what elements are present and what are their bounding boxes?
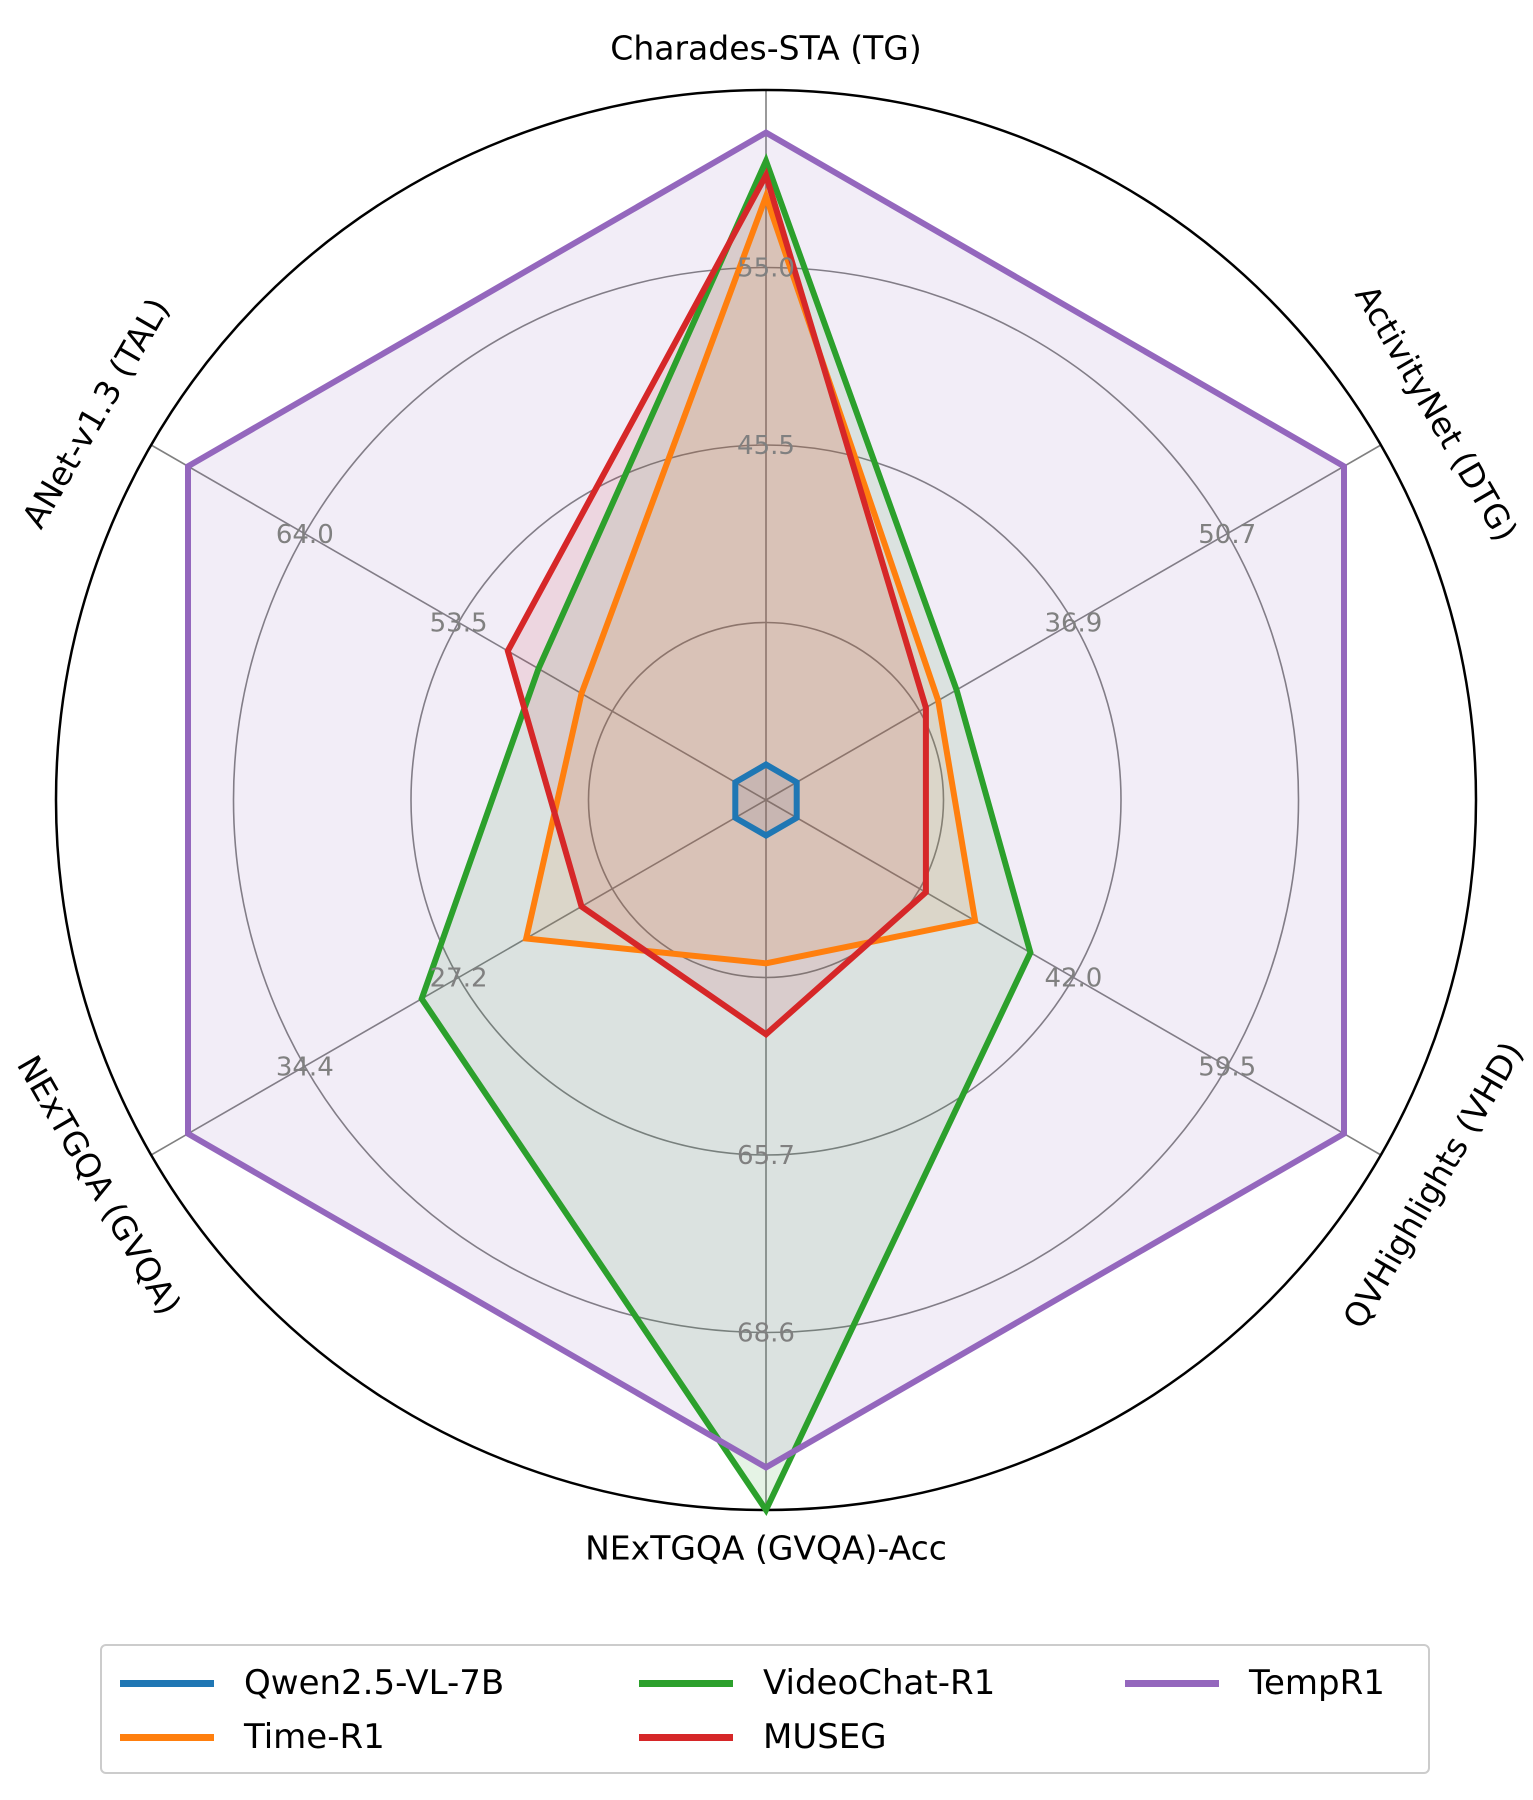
- legend-label-museg: MUSEG: [763, 1717, 887, 1757]
- series-line-videochat-r1: [418, 152, 1034, 1517]
- tick-label-qvhighlights-vhd-2: 59.5: [1198, 1052, 1256, 1082]
- legend-swatch-qwen: [120, 1679, 214, 1687]
- series-line-museg: [504, 167, 929, 1039]
- series-fill-qwen2-5-vl-7b: [735, 764, 797, 836]
- legend-swatch-time-r1: [120, 1733, 214, 1741]
- series-line-tempr1: [185, 129, 1347, 1471]
- legend-item-videochat-r1: VideoChat-R1: [639, 1658, 995, 1708]
- legend-item-tempr1: TempR1: [1125, 1658, 1385, 1708]
- tick-label-layer: 45.5 55.0 36.9 50.7 42.0 59.5 65.7 68.6 27.2 34.4…: [276, 254, 1256, 1349]
- legend-swatch-videochat-r1: [639, 1679, 733, 1687]
- spoke-activitynet-dtg: [765, 444, 1382, 801]
- tick-label-nextgqa-gvqa-2: 34.4: [276, 1052, 334, 1082]
- tick-label-anet-v1-3-tal-2: 64.0: [276, 520, 334, 550]
- axis-label-anet-v1-3-tal: ANet-v1.3 (TAL): [14, 291, 177, 534]
- axis-label-charades-sta-tg: Charades-STA (TG): [610, 29, 921, 68]
- tick-label-qvhighlights-vhd-1: 42.0: [1044, 964, 1102, 994]
- tick-label-activitynet-dtg-2: 50.7: [1198, 520, 1256, 550]
- spoke-anet-v1-3-tal: [150, 444, 767, 801]
- series-line-time-r1: [522, 187, 979, 967]
- legend-label-time-r1: Time-R1: [244, 1717, 385, 1757]
- series-fill-museg: [507, 175, 926, 1035]
- tick-label-anet-v1-3-tal-1: 53.5: [430, 609, 488, 639]
- legend-swatch-tempr1: [1125, 1679, 1219, 1687]
- legend-swatch-museg: [639, 1733, 733, 1741]
- legend-item-museg: MUSEG: [639, 1712, 887, 1762]
- series-fill-time-r1: [526, 196, 976, 964]
- tick-label-charades-sta-tg-1: 45.5: [737, 431, 795, 461]
- series-line-qwen2-5-vl-7b: [732, 761, 800, 839]
- legend-item-qwen: Qwen2.5-VL-7B: [120, 1658, 504, 1708]
- tick-label-activitynet-dtg-1: 36.9: [1044, 609, 1102, 639]
- tick-label-charades-sta-tg-2: 55.0: [737, 254, 795, 284]
- axis-label-activitynet-dtg: ActivityNet (DTG): [1347, 278, 1525, 548]
- axis-label-qvhighlights-vhd: QVHighlights (VHD): [1335, 1035, 1531, 1335]
- spoke-qvhighlights-vhd: [765, 799, 1382, 1156]
- series-layer: [185, 129, 1347, 1517]
- legend-label-tempr1: TempR1: [1249, 1663, 1385, 1703]
- legend-label-videochat-r1: VideoChat-R1: [763, 1663, 996, 1703]
- legend-label-qwen: Qwen2.5-VL-7B: [244, 1663, 505, 1703]
- tick-label-nextgqa-gvqa-1: 27.2: [430, 964, 488, 994]
- series-fill-videochat-r1: [421, 161, 1031, 1510]
- tick-label-nextgqa-gvqa-acc-1: 65.7: [737, 1141, 795, 1171]
- series-fill-tempr1: [188, 132, 1344, 1468]
- radar-chart: 45.5 55.0 36.9 50.7 42.0 59.5 65.7 68.6 27.2 34.4…: [9, 29, 1531, 1568]
- axis-label-nextgqa-gvqa-acc: NExTGQA (GVQA)-Acc: [585, 1529, 947, 1568]
- spoke-nextgqa-gvqa: [150, 799, 767, 1156]
- legend-item-time-r1: Time-R1: [120, 1712, 385, 1762]
- tick-label-nextgqa-gvqa-acc-2: 68.6: [737, 1319, 795, 1349]
- legend: Qwen2.5-VL-7B Time-R1 VideoChat-R1 MUSEG…: [100, 1644, 1430, 1774]
- axis-label-nextgqa-gvqa: NExTGQA (GVQA): [9, 1049, 189, 1322]
